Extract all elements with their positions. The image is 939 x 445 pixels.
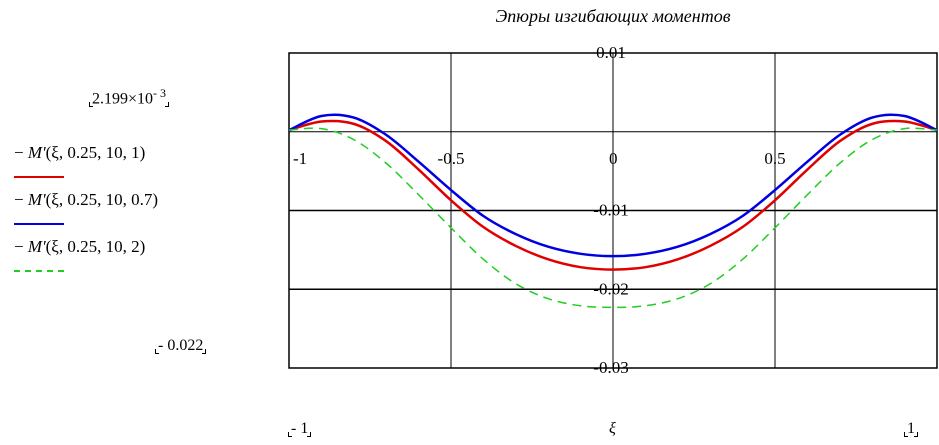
legend-swatch-green (14, 270, 64, 272)
x-tick-label-0: -1 (293, 149, 307, 168)
y-max-label: 2.199×10- 3 (88, 86, 170, 108)
x-tick-label-3: 0.5 (764, 149, 785, 168)
x-tick-label-2: 0 (609, 149, 618, 168)
grid-lines (288, 52, 938, 369)
y-tick-label-1: -0.01 (593, 201, 628, 220)
legend-swatch-blue (14, 223, 64, 225)
series-line-3 (288, 127, 938, 309)
tick-labels: -1 -0.5 0 0.5 0.01 -0.01 -0.02 -0.03 (293, 43, 786, 377)
legend-entry-1: − M'(ξ, 0.25, 10, 1) (14, 143, 146, 162)
x-axis-label: ξ (609, 420, 616, 437)
x-min-label: - 1 (287, 420, 312, 437)
chart-title: Эпюры изгибающих моментов (495, 6, 731, 26)
y-min-label: - 0.022 (154, 337, 207, 354)
legend-entry-2: − M'(ξ, 0.25, 10, 0.7) (14, 190, 159, 209)
y-tick-label-0: 0.01 (596, 43, 626, 62)
x-max-label: 1 (904, 420, 918, 437)
series-line-1 (288, 119, 938, 271)
x-tick-label-1: -0.5 (438, 149, 465, 168)
series-line-2 (288, 113, 938, 258)
legend-entry-3: − M'(ξ, 0.25, 10, 2) (14, 237, 146, 256)
y-tick-label-2: -0.02 (593, 279, 628, 298)
y-tick-label-3: -0.03 (593, 358, 628, 377)
series-lines (288, 113, 938, 309)
legend-swatch-red (14, 176, 64, 178)
